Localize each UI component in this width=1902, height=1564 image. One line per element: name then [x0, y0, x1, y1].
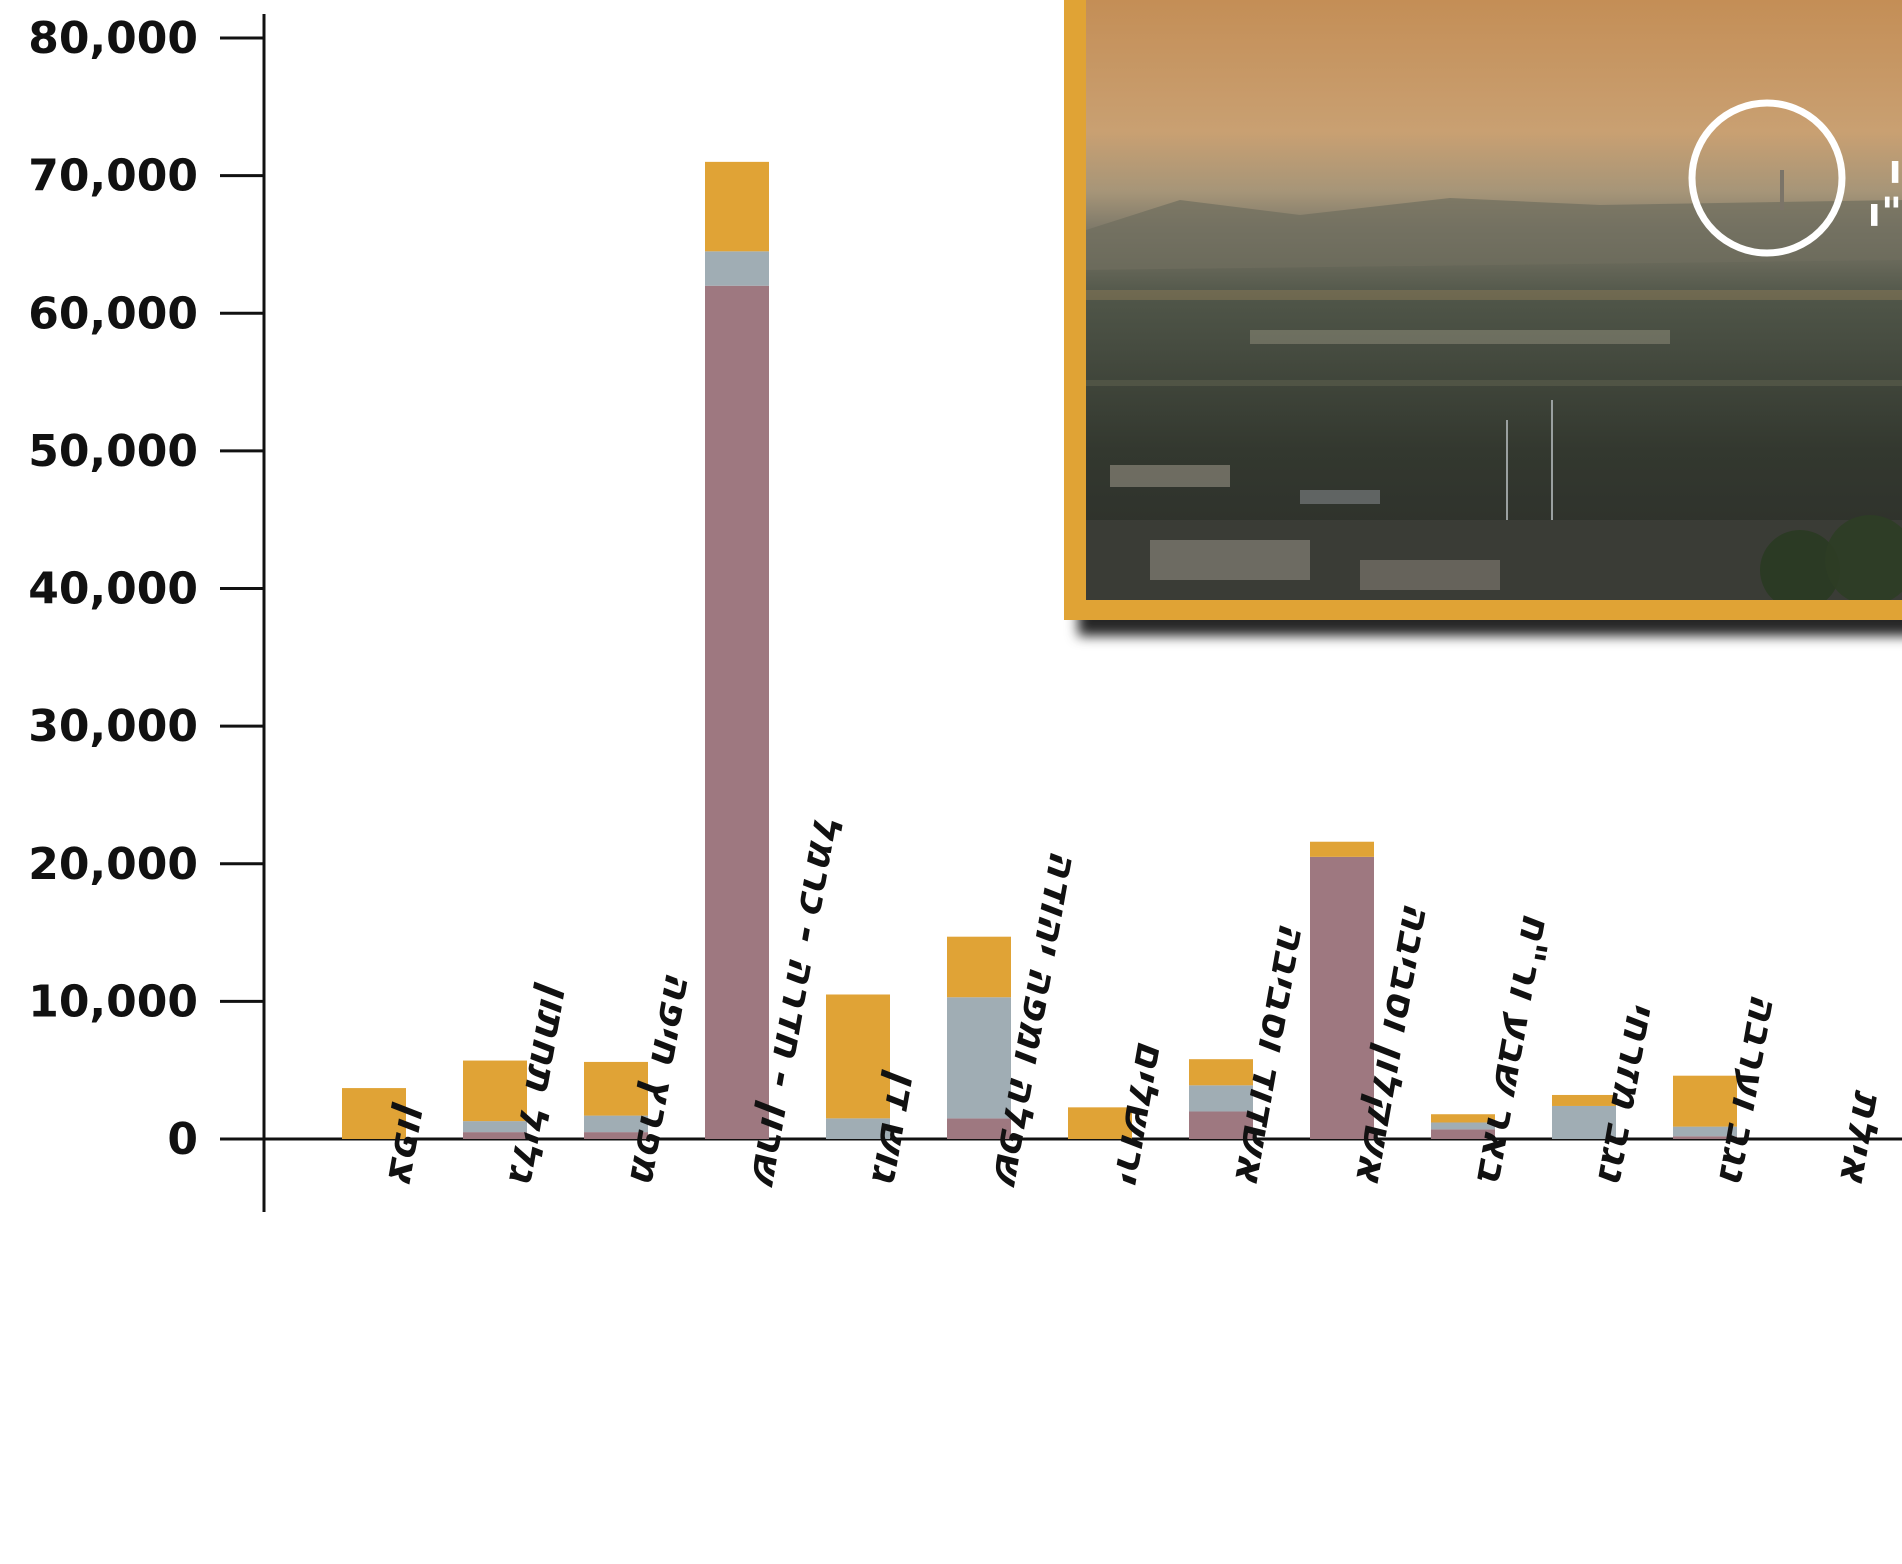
inset-photo: ו ו" [1064, 0, 1902, 620]
y-axis-ticks: 0 10,000 20,000 30,000 40,000 50,000 60,000 70,… [28, 13, 264, 1165]
bar-segment [1310, 856, 1374, 1139]
y-tick-label: 60,000 [28, 288, 198, 339]
category-label: אילת [1830, 1087, 1892, 1187]
category-label: באר שבע ור"ח [1467, 910, 1560, 1186]
bar-segment [1673, 1136, 1737, 1139]
bar-segment [826, 1118, 890, 1139]
y-tick-label: 30,000 [28, 701, 198, 752]
bar-segment [1068, 1107, 1132, 1139]
y-tick-label: 40,000 [28, 564, 198, 615]
bar-segment [1431, 1129, 1495, 1139]
bar-segment [1673, 1126, 1737, 1137]
bar-segment [947, 936, 1011, 998]
bar-segment [947, 1118, 1011, 1139]
y-tick-label: 10,000 [28, 976, 198, 1027]
y-tick-label: 70,000 [28, 151, 198, 202]
bar-segment [342, 1088, 406, 1139]
inset-photo-landscape [1086, 170, 1902, 600]
bar-segment [1310, 841, 1374, 857]
bar-segment [463, 1060, 527, 1122]
bar-segment [584, 1061, 648, 1116]
category-label: אשדוד וסביבה [1225, 920, 1316, 1188]
bar-segment [705, 251, 769, 286]
category-label: נגב מזרחי [1588, 998, 1665, 1186]
bar-segment [1552, 1094, 1616, 1106]
bar-segment [1431, 1114, 1495, 1123]
bar-segment [826, 994, 890, 1119]
bar-segment [584, 1115, 648, 1133]
photo-annotation-line-1: ו [1888, 147, 1902, 193]
bar-segment [1552, 1105, 1616, 1139]
bar-segment [947, 997, 1011, 1119]
bar-segment [584, 1132, 648, 1139]
bar-segment [1189, 1059, 1253, 1086]
bar-segment [705, 161, 769, 252]
bar-segment [1189, 1085, 1253, 1112]
y-tick-label: 50,000 [28, 426, 198, 477]
bar-segment [1673, 1075, 1737, 1127]
y-tick-label: 20,000 [28, 839, 198, 890]
bar-segment [463, 1121, 527, 1133]
bar-segment [1189, 1111, 1253, 1139]
highlight-circle [1688, 99, 1846, 257]
bar-segment [1431, 1122, 1495, 1130]
photo-annotation-line-2: ו" [1867, 190, 1902, 236]
y-tick-label: 80,000 [28, 13, 198, 64]
bar-segment [705, 285, 769, 1140]
bar-segment [463, 1132, 527, 1139]
bars-group [342, 161, 1737, 1140]
y-tick-label: 0 [167, 1114, 198, 1165]
